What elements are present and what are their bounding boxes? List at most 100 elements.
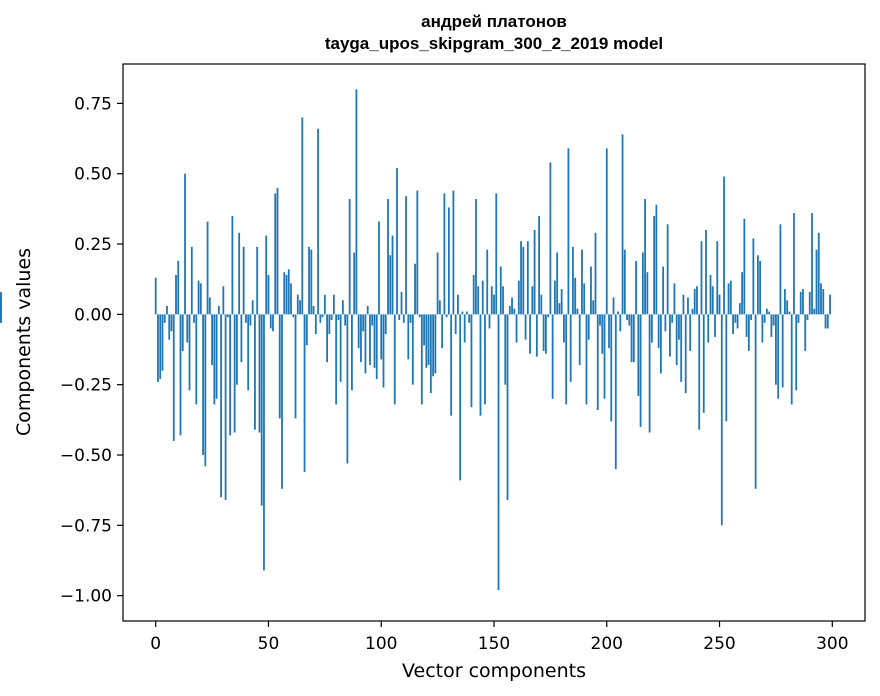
bar-component-198 [601, 314, 604, 354]
bar-component-203 [612, 297, 615, 315]
bar-component-187 [576, 308, 579, 315]
bar-component-88 [353, 252, 356, 315]
bar-component-176 [551, 314, 554, 399]
bar-component-11 [179, 314, 182, 436]
bar-component-28 [217, 305, 220, 315]
bar-component-258 [736, 314, 739, 329]
bar-component-135 [459, 314, 462, 481]
y-axis-ticks: −1.00 −0.75 −0.50 −0.25 0.00 0.25 0.50 0.75 [60, 94, 123, 607]
bar-component-21 [202, 314, 204, 456]
bar-component-292 [813, 308, 816, 315]
bar-component-172 [542, 314, 545, 351]
bar-component-66 [303, 314, 306, 472]
bar-component-31 [224, 314, 227, 501]
bar-component-220 [650, 314, 653, 343]
bar-component-112 [407, 314, 410, 360]
bar-component-97 [373, 314, 376, 368]
bar-component-163 [522, 246, 525, 315]
x-tick-label: 200 [591, 634, 623, 654]
bar-component-14 [186, 314, 189, 343]
bar-component-291 [811, 213, 813, 315]
bar-component-107 [396, 168, 398, 315]
bar-component-275 [775, 314, 777, 385]
bar-component-3 [161, 314, 164, 371]
bar-component-92 [362, 314, 365, 332]
bar-component-1 [157, 314, 159, 382]
bar-component-19 [197, 280, 200, 315]
bar-component-160 [515, 314, 518, 343]
bar-component-67 [305, 314, 308, 346]
bar-component-undefined [0, 314, 2, 323]
bar-component-202 [610, 314, 613, 422]
bar-component-197 [599, 314, 601, 326]
bar-component-133 [454, 314, 457, 335]
bar-component-116 [416, 190, 419, 315]
bar-component-260 [741, 272, 743, 315]
bar-component-75 [323, 294, 326, 315]
bar-component-164 [524, 314, 527, 340]
bar-component-23 [206, 221, 209, 315]
bar-component-289 [806, 314, 809, 320]
bar-component-36 [235, 314, 238, 385]
bar-component-255 [729, 280, 732, 315]
bar-component-38 [240, 314, 243, 363]
y-tick-label: 0.25 [74, 235, 112, 255]
bar-component-195 [594, 232, 597, 315]
bar-component-143 [477, 286, 480, 315]
bar-component-218 [646, 272, 649, 315]
bar-component-77 [328, 314, 331, 335]
bar-component-100 [380, 314, 383, 360]
bar-component-63 [296, 294, 299, 315]
bar-component-138 [466, 311, 468, 315]
bar-component-139 [468, 314, 471, 323]
bar-component-60 [290, 283, 292, 315]
bar-component-149 [490, 286, 493, 315]
bar-component-196 [596, 314, 599, 411]
bar-component-27 [215, 314, 218, 399]
bar-component-127 [441, 314, 444, 349]
bar-component-84 [344, 314, 347, 326]
bar-component-216 [641, 252, 644, 315]
bar-component-208 [623, 249, 626, 315]
bar-component-7 [170, 314, 173, 332]
bar-component-211 [630, 314, 633, 363]
bar-component-282 [790, 314, 793, 405]
bar-component-70 [312, 305, 315, 315]
bar-component-37 [238, 232, 241, 315]
x-tick-label: 150 [478, 634, 510, 654]
bar-component-130 [447, 207, 450, 315]
bar-component-106 [393, 314, 396, 405]
bar-component-94 [366, 305, 369, 315]
bar-component-182 [565, 314, 568, 405]
bar-component-228 [669, 314, 671, 357]
bar-component-16 [190, 246, 193, 315]
bar-component-231 [675, 314, 678, 366]
bar-component-190 [583, 283, 586, 315]
bar-component-257 [734, 314, 737, 323]
bar-component-126 [438, 300, 441, 315]
bar-component-209 [626, 314, 628, 320]
bar-component-267 [756, 255, 759, 315]
x-axis-label: Vector components [402, 660, 586, 682]
bar-component-52 [272, 314, 274, 332]
bar-component-137 [463, 314, 466, 343]
bar-component-276 [777, 314, 780, 399]
bar-component-110 [402, 314, 405, 323]
bar-component-79 [332, 294, 335, 315]
bar-component-32 [226, 314, 229, 318]
bar-component-114 [411, 314, 414, 385]
bar-component-82 [339, 314, 342, 382]
bar-component-122 [429, 314, 432, 394]
bar-component-238 [691, 308, 694, 315]
bar-component-222 [655, 204, 658, 315]
y-axis-label: Components values [13, 248, 35, 436]
bar-component-85 [346, 314, 349, 464]
bar-component-62 [294, 314, 297, 419]
chart-title: андрей платонов [421, 12, 567, 31]
chart-title-block: андрей платонов tayga_upos_skipgram_300_… [123, 11, 865, 55]
bar-component-279 [784, 289, 786, 315]
bar-component-193 [590, 266, 592, 315]
bar-component-280 [786, 300, 789, 315]
bar-component-76 [326, 314, 328, 363]
bar-component-141 [472, 274, 475, 315]
